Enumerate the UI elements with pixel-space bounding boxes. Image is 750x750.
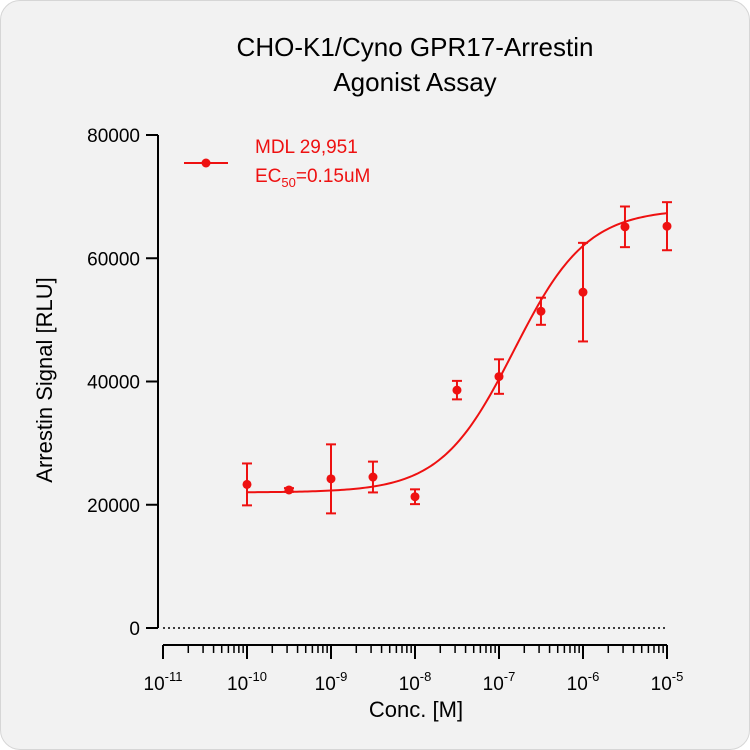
x-axis-label: Conc. [M]: [369, 697, 463, 722]
error-bars: [242, 201, 672, 515]
data-point: [284, 485, 294, 495]
legend-ec50: EC50=0.15uM: [255, 166, 370, 190]
chart-title: CHO-K1/Cyno GPR17-Arrestin Agonist Assay: [237, 32, 594, 97]
legend: MDL 29,951 EC50=0.15uM: [184, 137, 370, 190]
x-tick-label: 10-10: [227, 669, 267, 695]
legend-marker-swatch: [201, 158, 211, 168]
x-tick-label: 10-11: [144, 669, 183, 695]
data-points: [242, 221, 672, 502]
data-point: [536, 306, 546, 316]
x-tick-label-base: 10: [567, 674, 588, 695]
x-tick-label: 10-6: [567, 669, 600, 695]
x-tick-label-exponent: -5: [672, 669, 684, 684]
data-point: [368, 472, 378, 482]
data-point: [494, 372, 504, 382]
data-point: [410, 492, 420, 502]
x-tick-label-exponent: -10: [248, 669, 267, 684]
data-point: [326, 474, 336, 484]
fit-curve: [246, 212, 668, 494]
x-tick-label: 10-5: [651, 669, 684, 695]
data-point: [578, 287, 588, 297]
x-tick-label-exponent: -9: [336, 669, 348, 684]
data-point: [242, 479, 252, 489]
data-point: [452, 385, 462, 395]
y-tick-label: 80000: [87, 126, 140, 147]
y-tick-label: 0: [129, 619, 140, 640]
legend-ec-subscript: 50: [281, 175, 295, 190]
x-tick-label-base: 10: [315, 674, 336, 695]
chart-title-line-2: Agonist Assay: [333, 67, 496, 97]
legend-series-name: MDL 29,951: [255, 137, 358, 158]
legend-ec-value: =0.15uM: [296, 166, 370, 187]
x-tick-label-base: 10: [399, 674, 420, 695]
x-tick-label: 10-8: [399, 669, 432, 695]
x-tick-label-exponent: -11: [165, 669, 183, 684]
x-tick-label: 10-9: [315, 669, 348, 695]
x-tick-label-base: 10: [144, 674, 165, 695]
fit-layer: [246, 212, 668, 494]
y-tick-label: 60000: [87, 249, 140, 270]
x-tick-label-exponent: -6: [588, 669, 600, 684]
x-tick-label-base: 10: [651, 674, 672, 695]
x-tick-label-exponent: -8: [420, 669, 432, 684]
legend-ec-prefix: EC: [255, 166, 281, 187]
y-tick-label: 40000: [87, 373, 140, 394]
y-tick-label: 20000: [87, 496, 140, 517]
x-tick-label: 10-7: [483, 669, 516, 695]
chart-title-line-1: CHO-K1/Cyno GPR17-Arrestin: [237, 32, 594, 62]
x-tick-label-base: 10: [483, 674, 504, 695]
y-axis-label: Arrestin Signal [RLU]: [32, 277, 57, 482]
data-point: [662, 221, 672, 231]
x-tick-label-base: 10: [227, 674, 248, 695]
data-point: [620, 222, 630, 232]
x-tick-label-exponent: -7: [504, 669, 516, 684]
